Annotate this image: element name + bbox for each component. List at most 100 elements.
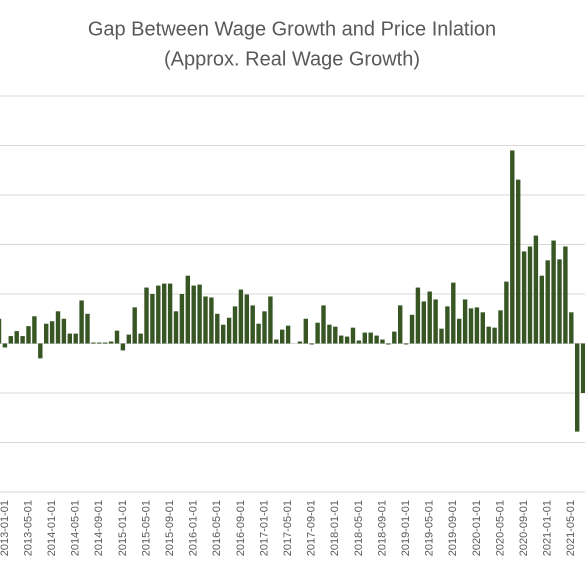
bar bbox=[557, 259, 562, 344]
bar bbox=[73, 333, 78, 344]
bar bbox=[221, 324, 226, 344]
bar bbox=[551, 240, 556, 344]
bar bbox=[285, 325, 291, 344]
bar bbox=[185, 275, 190, 344]
bar bbox=[167, 283, 173, 344]
bar bbox=[144, 287, 149, 344]
x-tick-label: 2017-01-01 bbox=[258, 500, 270, 556]
bar bbox=[433, 299, 438, 344]
bar bbox=[527, 246, 533, 344]
bar bbox=[85, 313, 90, 344]
bar bbox=[486, 326, 491, 344]
bar bbox=[569, 312, 574, 344]
bar bbox=[468, 308, 474, 344]
bar bbox=[356, 340, 362, 344]
bar bbox=[457, 318, 462, 344]
bar bbox=[20, 336, 25, 344]
bar bbox=[156, 285, 161, 344]
bar bbox=[103, 342, 108, 344]
x-tick-label: 2021-05-01 bbox=[565, 500, 577, 556]
bar bbox=[415, 287, 421, 344]
bar bbox=[368, 332, 373, 344]
bar bbox=[474, 307, 480, 344]
bar bbox=[439, 328, 444, 344]
x-tick-label: 2020-09-01 bbox=[518, 500, 530, 556]
bar bbox=[409, 314, 415, 344]
bar bbox=[232, 306, 238, 344]
bar bbox=[268, 296, 273, 344]
bar bbox=[451, 282, 456, 344]
bar bbox=[49, 321, 55, 344]
x-tick-label: 2015-09-01 bbox=[164, 500, 176, 556]
bar bbox=[392, 331, 397, 344]
bar bbox=[244, 294, 249, 344]
x-tick-label: 2019-01-01 bbox=[400, 500, 412, 556]
bar bbox=[539, 275, 544, 344]
bar bbox=[114, 330, 120, 344]
bar bbox=[67, 333, 72, 344]
x-tick-label: 2015-05-01 bbox=[140, 500, 152, 556]
bar bbox=[91, 342, 96, 344]
bar bbox=[580, 343, 585, 393]
bar bbox=[327, 324, 332, 344]
bar bbox=[179, 294, 185, 344]
bar bbox=[575, 343, 580, 432]
bar bbox=[403, 343, 409, 345]
x-tick-label: 2018-09-01 bbox=[376, 500, 388, 556]
x-tick-label: 2014-01-01 bbox=[46, 500, 58, 556]
bar bbox=[510, 150, 515, 344]
chart-subtitle: (Approx. Real Wage Growth) bbox=[164, 48, 420, 70]
bar bbox=[238, 289, 244, 344]
x-tick-label: 2020-01-01 bbox=[471, 500, 483, 556]
x-tick-label: 2016-01-01 bbox=[188, 500, 200, 556]
bar bbox=[197, 284, 202, 344]
x-tick-label: 2014-05-01 bbox=[70, 500, 82, 556]
bar bbox=[480, 312, 485, 344]
bar bbox=[516, 179, 521, 344]
bar bbox=[38, 343, 43, 359]
bar bbox=[191, 285, 196, 344]
bar bbox=[344, 336, 350, 344]
bar bbox=[108, 341, 114, 344]
x-tick-label: 2013-01-01 bbox=[0, 500, 11, 556]
bar bbox=[321, 305, 326, 344]
bar bbox=[226, 317, 232, 344]
bar bbox=[563, 246, 568, 344]
bar bbox=[350, 327, 356, 344]
bar bbox=[173, 311, 179, 344]
bar bbox=[297, 341, 303, 344]
bar bbox=[380, 339, 385, 344]
bar bbox=[2, 343, 8, 348]
bar bbox=[209, 297, 214, 344]
bar bbox=[61, 318, 67, 344]
bar bbox=[545, 260, 550, 344]
bar bbox=[55, 311, 61, 344]
bar bbox=[303, 318, 308, 344]
x-tick-label: 2014-09-01 bbox=[93, 500, 105, 556]
bar bbox=[120, 343, 126, 351]
x-tick-label: 2015-01-01 bbox=[117, 500, 129, 556]
x-tick-label: 2019-05-01 bbox=[424, 500, 436, 556]
bar bbox=[280, 329, 285, 344]
bar bbox=[0, 318, 2, 344]
bar bbox=[421, 301, 426, 344]
chart-title: Gap Between Wage Growth and Price Inlati… bbox=[88, 18, 496, 40]
bar bbox=[138, 333, 143, 344]
x-tick-label: 2013-05-01 bbox=[22, 500, 34, 556]
bar bbox=[97, 342, 102, 344]
x-tick-label: 2017-09-01 bbox=[306, 500, 318, 556]
x-tick-label: 2018-01-01 bbox=[329, 500, 341, 556]
x-tick-label: 2020-05-01 bbox=[494, 500, 506, 556]
bar bbox=[309, 343, 314, 345]
bar bbox=[150, 294, 155, 344]
bar bbox=[498, 310, 503, 344]
bar bbox=[504, 281, 509, 344]
bar bbox=[162, 283, 167, 344]
bar bbox=[427, 291, 432, 344]
bar bbox=[44, 323, 49, 344]
bar bbox=[333, 326, 338, 344]
bar bbox=[14, 331, 19, 344]
bar bbox=[339, 335, 344, 344]
bar bbox=[533, 235, 539, 344]
